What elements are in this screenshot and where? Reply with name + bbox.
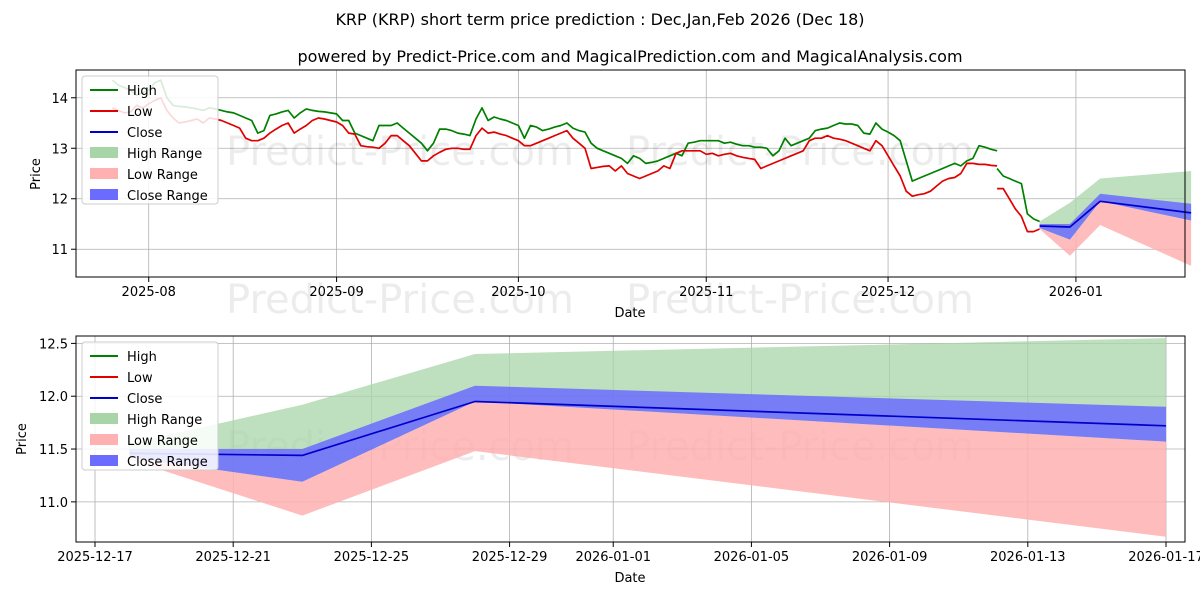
legend-swatch: [90, 434, 118, 445]
low-range-area: [1039, 201, 1192, 266]
legend-swatch: [90, 147, 118, 158]
x-tick-label: 2026-01-17: [1128, 550, 1200, 565]
legend-label: Close Range: [127, 189, 208, 204]
history-x-axis-label: Date: [614, 306, 645, 321]
forecast-y-axis-label: Price: [15, 423, 30, 455]
y-tick-label: 11: [51, 243, 68, 258]
legend-label: Close: [127, 392, 162, 407]
forecast-plot-frame: [75, 335, 1186, 543]
legend-label: Low Range: [127, 168, 198, 183]
history-plot-frame: [75, 69, 1186, 278]
chart-subtitle: powered by Predict-Price.com and Magical…: [297, 47, 962, 66]
chart-title: KRP (KRP) short term price prediction : …: [335, 10, 864, 29]
x-tick-label: 2026-01: [1049, 285, 1103, 300]
legend-label: Close Range: [127, 455, 208, 470]
x-tick-label: 2025-12-25: [334, 550, 410, 565]
y-tick-label: 12.0: [39, 390, 68, 405]
forecast-axis-ticks: 2025-12-17 2025-12-21 2025-12-25 2025-12-29…: [39, 337, 1200, 565]
history-y-axis-label: Price: [29, 158, 44, 190]
legend-label: High Range: [127, 413, 202, 428]
x-tick-label: 2025-12-17: [57, 550, 133, 565]
legend-label: Close: [127, 126, 162, 141]
low-range-area: [129, 401, 1166, 537]
history-legend: High Low Close High Range Low Range Close Ran…: [81, 75, 219, 205]
legend-label: Low: [127, 371, 153, 386]
x-tick-label: 2026-01-09: [852, 550, 928, 565]
x-tick-label: 2026-01-01: [575, 550, 651, 565]
close-range-area: [129, 385, 1166, 482]
history-series-lines: [111, 79, 1192, 233]
x-tick-label: 2025-09: [309, 285, 363, 300]
x-tick-label: 2026-01-13: [990, 550, 1066, 565]
legend-label: Low Range: [127, 434, 198, 449]
y-tick-label: 11.0: [39, 496, 68, 511]
x-tick-label: 2025-12: [861, 285, 915, 300]
forecast-legend: High Low Close High Range Low Range Close Ran…: [81, 341, 219, 471]
history-axis-ticks: 2025-08 2025-09 2025-10 2025-11 2025-12 2026-…: [51, 92, 1103, 300]
y-tick-label: 12.5: [39, 337, 68, 352]
low-series-line: [112, 96, 998, 198]
forecast-x-axis-label: Date: [614, 571, 645, 586]
y-tick-label: 13: [51, 142, 68, 157]
forecast-panel: Predict-Price.com Predict-Price.com 2025…: [15, 335, 1200, 586]
close-range-area: [1039, 193, 1192, 240]
history-panel: Predict-Price.com Predict-Price.com Pred…: [29, 69, 1192, 323]
legend-swatch: [90, 413, 118, 424]
watermark: Predict-Price.com: [226, 129, 574, 175]
legend-label: High: [127, 84, 157, 99]
x-tick-label: 2025-12-21: [195, 550, 271, 565]
y-tick-label: 12: [51, 193, 68, 208]
legend-swatch: [90, 189, 118, 200]
legend-label: High: [127, 350, 157, 365]
x-tick-label: 2025-08: [122, 285, 176, 300]
x-tick-label: 2026-01-05: [714, 550, 790, 565]
x-tick-label: 2025-10: [491, 285, 545, 300]
x-tick-label: 2025-12-29: [472, 550, 548, 565]
forecast-range-areas: [129, 338, 1166, 537]
watermark: Predict-Price.com: [626, 277, 974, 323]
legend-label: High Range: [127, 147, 202, 162]
high-series-line: [996, 167, 1040, 223]
history-range-areas: [1039, 171, 1192, 266]
close-series-line: [1039, 200, 1192, 228]
legend-label: Low: [127, 105, 153, 120]
y-tick-label: 14: [51, 92, 68, 107]
high-series-line: [111, 79, 998, 182]
history-grid: [76, 70, 1185, 277]
legend-swatch: [90, 168, 118, 179]
low-series-line: [997, 187, 1040, 233]
x-tick-label: 2025-11: [679, 285, 733, 300]
y-tick-label: 11.5: [39, 443, 68, 458]
legend-swatch: [90, 455, 118, 466]
watermark: Predict-Price.com: [226, 277, 574, 323]
